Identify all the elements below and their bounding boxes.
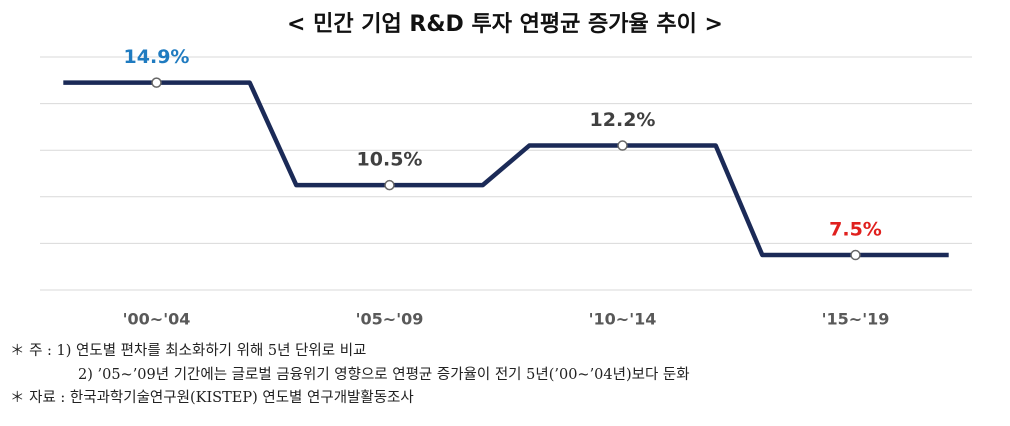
value-label: 14.9% [124,46,190,68]
note: ＊ 자료 : 한국과학기술연구원(KISTEP) 연도별 연구개발활동조사 [10,390,414,406]
line [63,80,949,258]
chart-title: < 민간 기업 R&D 투자 연평균 증가율 추이 > [287,12,723,37]
marker [617,140,628,151]
note: ＊ 주 : 1) 연도별 편차를 최소화하기 위해 5년 단위로 비교 [10,343,367,359]
x-tick-label: '10~'14 [589,310,657,329]
marker [384,179,395,191]
value-label: 10.5% [357,149,423,171]
notes: ＊ 주 : 1) 연도별 편차를 최소화하기 위해 5년 단위로 비교 2) ’… [10,340,1005,411]
marker [850,249,861,261]
chart: < 민간 기업 R&D 투자 연평균 증가율 추이 > '00~'04 '05~'… [40,12,972,329]
value-label: 12.2% [590,109,656,131]
note: 2) ’05~’09년 기간에는 글로벌 금융위기 영향으로 연평균 증가율이 … [78,366,690,383]
x-tick-label: '00~'04 [123,310,191,329]
x-tick-label: '15~'19 [822,310,890,329]
x-tick-label: '05~'09 [356,310,424,329]
value-label: 7.5% [829,219,882,241]
marker [151,77,162,88]
